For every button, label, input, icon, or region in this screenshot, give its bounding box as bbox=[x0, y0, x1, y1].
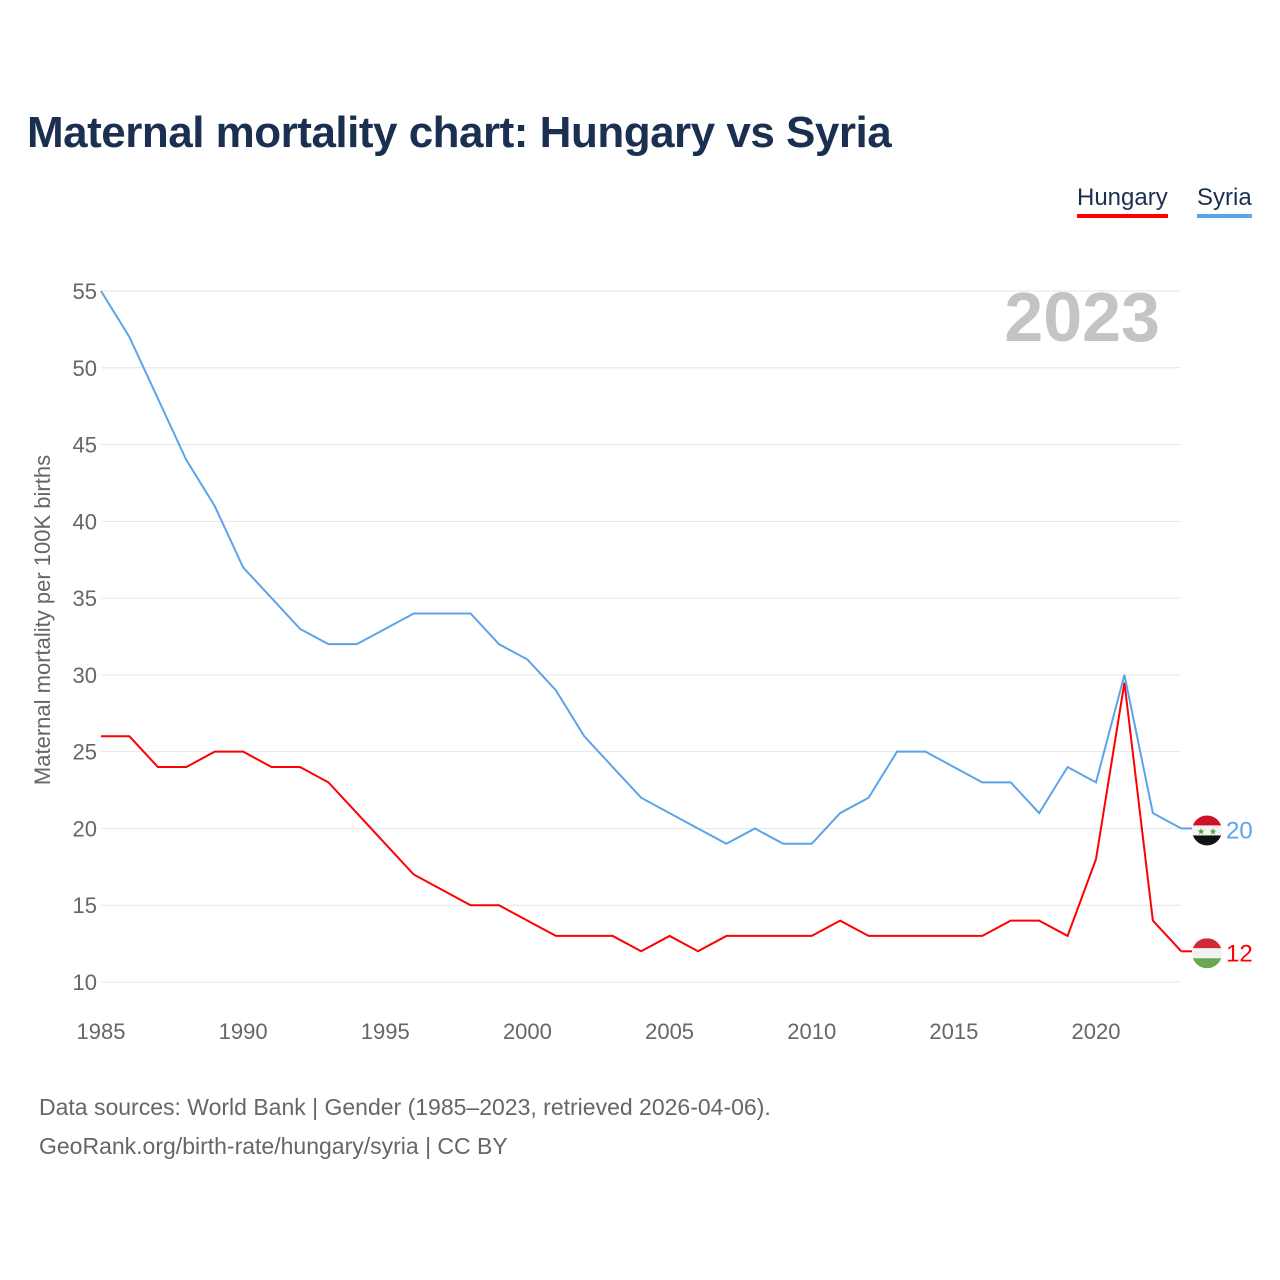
flag-stripe bbox=[1192, 948, 1222, 959]
x-tick-label: 2000 bbox=[503, 1019, 552, 1044]
y-tick-label: 50 bbox=[73, 356, 97, 381]
x-tick-label: 1985 bbox=[77, 1019, 126, 1044]
chart-title: Maternal mortality chart: Hungary vs Syr… bbox=[27, 108, 892, 157]
y-tick-label: 15 bbox=[73, 893, 97, 918]
x-tick-label: 1990 bbox=[219, 1019, 268, 1044]
flag-star: ★ bbox=[1197, 827, 1205, 837]
source-line-2[interactable]: GeoRank.org/birth-rate/hungary/syria | C… bbox=[39, 1133, 508, 1159]
series-line-syria bbox=[100, 290, 1182, 845]
x-tick-label: 2005 bbox=[645, 1019, 694, 1044]
x-tick-label: 2010 bbox=[787, 1019, 836, 1044]
x-tick-label: 2020 bbox=[1072, 1019, 1121, 1044]
y-axis-label: Maternal mortality per 100K births bbox=[30, 455, 55, 785]
year-watermark: 2023 bbox=[1004, 278, 1160, 356]
source-note: Data sources: World Bank | Gender (1985–… bbox=[39, 1088, 771, 1166]
y-tick-label: 20 bbox=[73, 816, 97, 841]
flag-stripe bbox=[1192, 825, 1222, 836]
y-tick-label: 35 bbox=[73, 586, 97, 611]
y-tick-label: 30 bbox=[73, 663, 97, 688]
legend-syria[interactable]: Syria bbox=[1197, 184, 1252, 218]
x-tick-label: 2015 bbox=[929, 1019, 978, 1044]
series-line-hungary bbox=[101, 682, 1183, 953]
y-tick-label: 10 bbox=[73, 970, 97, 995]
flag-hungary-icon bbox=[1192, 938, 1222, 969]
flag-star: ★ bbox=[1209, 827, 1217, 837]
y-tick-label: 45 bbox=[73, 433, 97, 458]
x-tick-label: 1995 bbox=[361, 1019, 410, 1044]
flag-stripe bbox=[1192, 835, 1222, 846]
legend-hungary[interactable]: Hungary bbox=[1077, 184, 1168, 218]
y-tick-label: 40 bbox=[73, 509, 97, 534]
flag-stripe bbox=[1192, 958, 1222, 969]
flag-stripe bbox=[1192, 815, 1222, 826]
end-value-label-hungary: 12 bbox=[1226, 940, 1253, 967]
y-tick-label: 55 bbox=[73, 279, 97, 304]
flag-stripe bbox=[1192, 938, 1222, 949]
y-tick-label: 25 bbox=[73, 740, 97, 765]
end-value-label-syria: 20 bbox=[1226, 817, 1253, 844]
flag-syria-icon: ★ ★ bbox=[1192, 815, 1222, 846]
source-line-1: Data sources: World Bank | Gender (1985–… bbox=[39, 1094, 771, 1120]
